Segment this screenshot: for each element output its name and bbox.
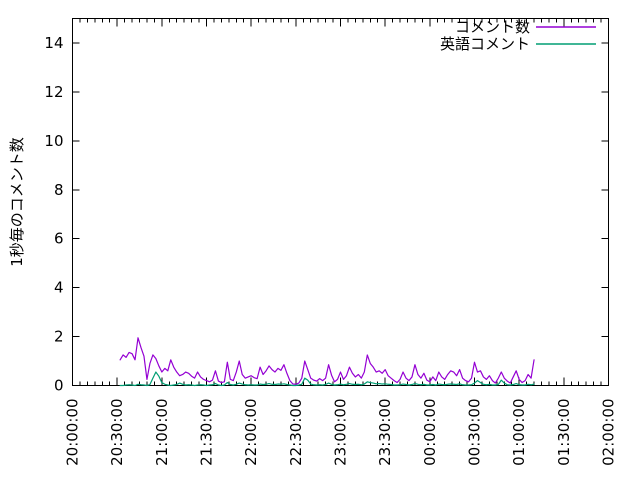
y-tick-label: 0: [54, 377, 64, 395]
y-tick-label: 4: [54, 279, 64, 297]
x-tick-label: 21:00:00: [153, 399, 171, 466]
x-tick-label: 22:00:00: [242, 399, 260, 466]
x-axis-ticks: 20:00:00 20:30:00 21:00:00 21:30:00 22:00:00…: [64, 18, 618, 466]
x-tick-label: 00:30:00: [466, 399, 484, 466]
legend-label-1: コメント数: [455, 18, 530, 36]
y-tick-label: 14: [44, 34, 63, 52]
x-tick-label: 20:00:00: [64, 399, 82, 466]
x-tick-label: 21:30:00: [198, 399, 216, 466]
y-tick-label: 8: [54, 181, 64, 199]
y-axis-title-label: 1秒毎のコメント数: [8, 137, 26, 267]
y-tick-label: 6: [54, 230, 64, 248]
series-layer: [119, 337, 535, 387]
legend-label-2: 英語コメント: [440, 35, 530, 53]
plot-frame: [72, 18, 609, 386]
x-tick-label: 20:30:00: [108, 399, 126, 466]
y-tick-label: 10: [44, 132, 63, 150]
y-tick-label: 2: [54, 328, 64, 346]
y-tick-label: 12: [44, 83, 63, 101]
y-axis-title: 1秒毎のコメント数: [8, 137, 26, 267]
x-tick-label: 23:30:00: [376, 399, 394, 466]
y-axis-ticks: 0 2 4 6 8 10 12 14: [44, 34, 609, 395]
series-line-2: [119, 371, 535, 387]
x-tick-label: 00:00:00: [421, 399, 439, 466]
x-tick-label: 01:00:00: [510, 399, 528, 466]
series-line-1: [119, 337, 535, 385]
x-tick-label: 22:30:00: [287, 399, 305, 466]
x-tick-label: 23:00:00: [332, 399, 350, 466]
x-tick-label: 01:30:00: [555, 399, 573, 466]
x-tick-label: 02:00:00: [600, 399, 618, 466]
